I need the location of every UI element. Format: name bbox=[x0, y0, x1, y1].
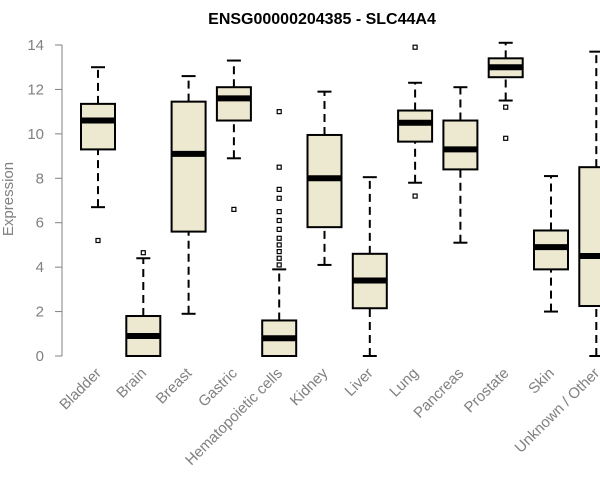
box-lung bbox=[397, 44, 434, 199]
outlier-point bbox=[276, 217, 282, 224]
x-tick-label: Prostate bbox=[461, 365, 513, 417]
box-gastric bbox=[215, 59, 252, 212]
outlier-point bbox=[276, 255, 282, 261]
x-tick-label: Brain bbox=[113, 365, 150, 402]
x-tick-label: Bladder bbox=[56, 365, 105, 414]
outlier-point bbox=[276, 209, 282, 215]
y-tick-label: 10 bbox=[27, 126, 44, 143]
y-tick-label: 12 bbox=[27, 81, 44, 98]
iqr-box bbox=[170, 100, 207, 233]
outlier-point bbox=[231, 206, 237, 212]
outlier-point bbox=[276, 235, 282, 241]
outlier-point bbox=[276, 242, 282, 248]
outlier-point bbox=[95, 237, 101, 244]
outlier-point bbox=[276, 164, 282, 170]
iqr-box bbox=[80, 102, 116, 151]
box-breast bbox=[170, 75, 207, 315]
y-axis: 0 2 4 6 8 10 12 14 bbox=[27, 37, 63, 365]
outlier-point bbox=[140, 250, 146, 256]
y-tick-label: 0 bbox=[36, 348, 44, 365]
outlier-point bbox=[276, 248, 282, 255]
box-bladder bbox=[80, 66, 116, 244]
outlier-point bbox=[412, 193, 418, 199]
box-pancreas bbox=[442, 86, 479, 244]
plot-area bbox=[80, 41, 600, 358]
box-liver bbox=[351, 176, 388, 357]
y-tick-label: 6 bbox=[36, 215, 44, 232]
box-unknown-other bbox=[578, 50, 600, 357]
x-tick-label: Skin bbox=[525, 365, 558, 398]
y-axis-label: Expression bbox=[0, 162, 17, 236]
x-tick-label: Pancreas bbox=[410, 365, 467, 422]
y-tick-label: 4 bbox=[36, 259, 44, 276]
y-tick-label: 8 bbox=[36, 170, 44, 187]
x-tick-label: Lung bbox=[386, 365, 422, 401]
outlier-point bbox=[276, 195, 282, 201]
chart-title: ENSG00000204385 - SLC44A4 bbox=[208, 11, 436, 28]
outlier-point bbox=[503, 135, 509, 141]
iqr-box bbox=[215, 86, 252, 122]
outlier-point bbox=[412, 44, 418, 50]
box-kidney bbox=[306, 90, 343, 266]
box-hematopoietic-cells bbox=[261, 109, 298, 358]
iqr-box bbox=[578, 166, 600, 308]
outlier-point bbox=[276, 262, 282, 268]
outlier-point bbox=[503, 104, 509, 110]
x-tick-label: Kidney bbox=[287, 364, 332, 409]
box-prostate bbox=[487, 41, 524, 141]
box-skin bbox=[533, 175, 569, 313]
outlier-point bbox=[276, 109, 282, 115]
iqr-box bbox=[397, 109, 434, 143]
box-brain bbox=[125, 250, 162, 357]
iqr-box bbox=[442, 119, 479, 171]
outlier-point bbox=[276, 186, 282, 192]
x-tick-label: Breast bbox=[153, 364, 196, 407]
y-tick-label: 14 bbox=[27, 37, 44, 54]
outlier-point bbox=[276, 226, 282, 232]
x-tick-label: Liver bbox=[342, 365, 377, 400]
y-tick-label: 2 bbox=[36, 304, 44, 321]
